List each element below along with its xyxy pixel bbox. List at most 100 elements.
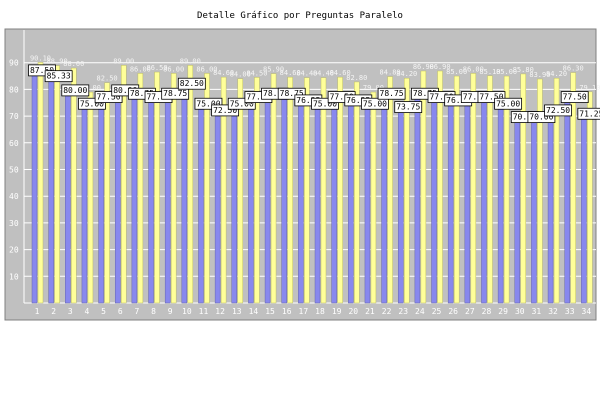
bar-paralelo xyxy=(198,102,204,304)
bar-paralelo xyxy=(314,102,321,304)
bar-paralelo xyxy=(48,74,54,304)
bar-general xyxy=(254,77,260,304)
bar-paralelo xyxy=(447,99,454,304)
x-tick-label: 30 xyxy=(515,307,525,316)
data-label-general: 86.30 xyxy=(563,65,584,73)
bar-general xyxy=(470,73,477,304)
x-tick-label: 19 xyxy=(332,307,342,316)
y-tick-label: 10 xyxy=(9,272,19,281)
x-tick-label: 15 xyxy=(265,307,275,316)
data-label-paralelo: 72.50 xyxy=(213,106,237,115)
data-label-box xyxy=(361,97,389,110)
data-label-paralelo: 78.75 xyxy=(413,89,437,98)
x-tick-label: 20 xyxy=(348,307,358,316)
bar-paralelo xyxy=(331,95,337,304)
data-label-general: 85.00 xyxy=(446,68,467,76)
data-label-general: 86.50 xyxy=(146,64,167,72)
data-label-box xyxy=(544,104,572,117)
data-label-paralelo: 78.75 xyxy=(163,89,187,98)
data-label-general: 86.90 xyxy=(413,63,434,71)
bar-general xyxy=(387,76,393,304)
y-tick-label: 90 xyxy=(9,59,19,68)
data-label-paralelo: 77.50 xyxy=(146,93,170,102)
x-tick-label: 8 xyxy=(151,307,156,316)
bar-paralelo xyxy=(481,95,487,304)
bar-paralelo xyxy=(581,112,587,304)
data-label-general: 84.40 xyxy=(296,70,317,78)
bar-general xyxy=(420,70,427,304)
data-label-box xyxy=(394,101,423,113)
bar-general xyxy=(587,91,593,304)
data-label-box xyxy=(527,111,556,123)
data-label-box xyxy=(494,97,523,110)
bar-paralelo xyxy=(364,102,371,304)
data-label-paralelo: 78.75 xyxy=(130,89,154,98)
x-tick-label: 22 xyxy=(382,307,392,316)
bar-paralelo xyxy=(414,92,421,304)
x-tick-label: 11 xyxy=(199,307,209,316)
bar-general xyxy=(237,78,244,304)
bar-general xyxy=(487,75,493,304)
x-tick-label: 28 xyxy=(482,307,492,316)
x-tick-label: 25 xyxy=(432,307,442,316)
data-label-box xyxy=(44,70,73,83)
bar-general xyxy=(270,73,277,304)
data-label-general: 86.00 xyxy=(196,65,217,73)
data-label-general: 83.90 xyxy=(529,71,550,79)
data-label-general: 90.10 xyxy=(30,54,51,62)
data-label-general: 84.60 xyxy=(330,69,351,77)
x-tick-label: 9 xyxy=(168,307,173,316)
bar-general xyxy=(320,77,327,304)
data-label-general: 84.00 xyxy=(230,71,251,79)
data-label-general: 85.90 xyxy=(263,66,284,74)
bar-general xyxy=(120,65,127,304)
data-label-paralelo: 77.50 xyxy=(463,93,487,102)
bar-paralelo xyxy=(564,95,570,304)
bar-general xyxy=(154,71,160,304)
data-label-paralelo: 75.00 xyxy=(196,99,220,108)
x-tick-label: 21 xyxy=(365,307,375,316)
bar-paralelo xyxy=(131,92,138,304)
x-tick-label: 23 xyxy=(398,307,408,316)
data-label-box xyxy=(477,91,506,103)
data-label-box xyxy=(227,97,256,110)
data-label-general: 79.00 xyxy=(363,84,384,92)
data-label-general: 84.20 xyxy=(396,70,417,78)
x-tick-label: 17 xyxy=(299,307,309,316)
bar-paralelo xyxy=(497,102,504,304)
data-label-general: 86.00 xyxy=(130,65,151,73)
bar-general xyxy=(570,72,576,304)
data-label-general: 86.00 xyxy=(463,65,484,73)
data-label-paralelo: 75.00 xyxy=(313,99,337,108)
data-label-paralelo: 77.50 xyxy=(246,93,270,102)
data-label-paralelo: 78.75 xyxy=(280,89,304,98)
data-label-paralelo: 77.50 xyxy=(563,93,587,102)
x-tick-label: 24 xyxy=(415,307,425,316)
data-label-general: 84.60 xyxy=(280,69,301,77)
bar-paralelo xyxy=(231,102,238,304)
data-label-general: 85.00 xyxy=(496,68,517,76)
data-label-paralelo: 71.25 xyxy=(579,109,600,118)
bar-paralelo xyxy=(181,82,188,304)
bar-paralelo xyxy=(81,102,88,304)
bar-paralelo xyxy=(547,109,554,304)
data-label-paralelo: 78.75 xyxy=(263,89,287,98)
bar-paralelo xyxy=(348,99,354,304)
y-tick-label: 60 xyxy=(9,139,19,148)
bar-paralelo xyxy=(31,69,38,304)
x-tick-label: 4 xyxy=(85,307,90,316)
bar-general xyxy=(220,76,227,304)
x-tick-label: 1 xyxy=(35,307,40,316)
x-tick-label: 29 xyxy=(498,307,508,316)
data-label-paralelo: 73.75 xyxy=(396,103,420,112)
data-label-box xyxy=(211,104,240,117)
y-tick-label: 20 xyxy=(9,246,19,255)
data-label-box xyxy=(560,91,589,103)
y-tick-label: 80 xyxy=(9,85,19,94)
y-tick-label: 70 xyxy=(9,112,19,121)
y-tick-label: 50 xyxy=(9,166,19,175)
bar-general xyxy=(137,73,144,304)
y-tick-label: 40 xyxy=(9,192,19,201)
